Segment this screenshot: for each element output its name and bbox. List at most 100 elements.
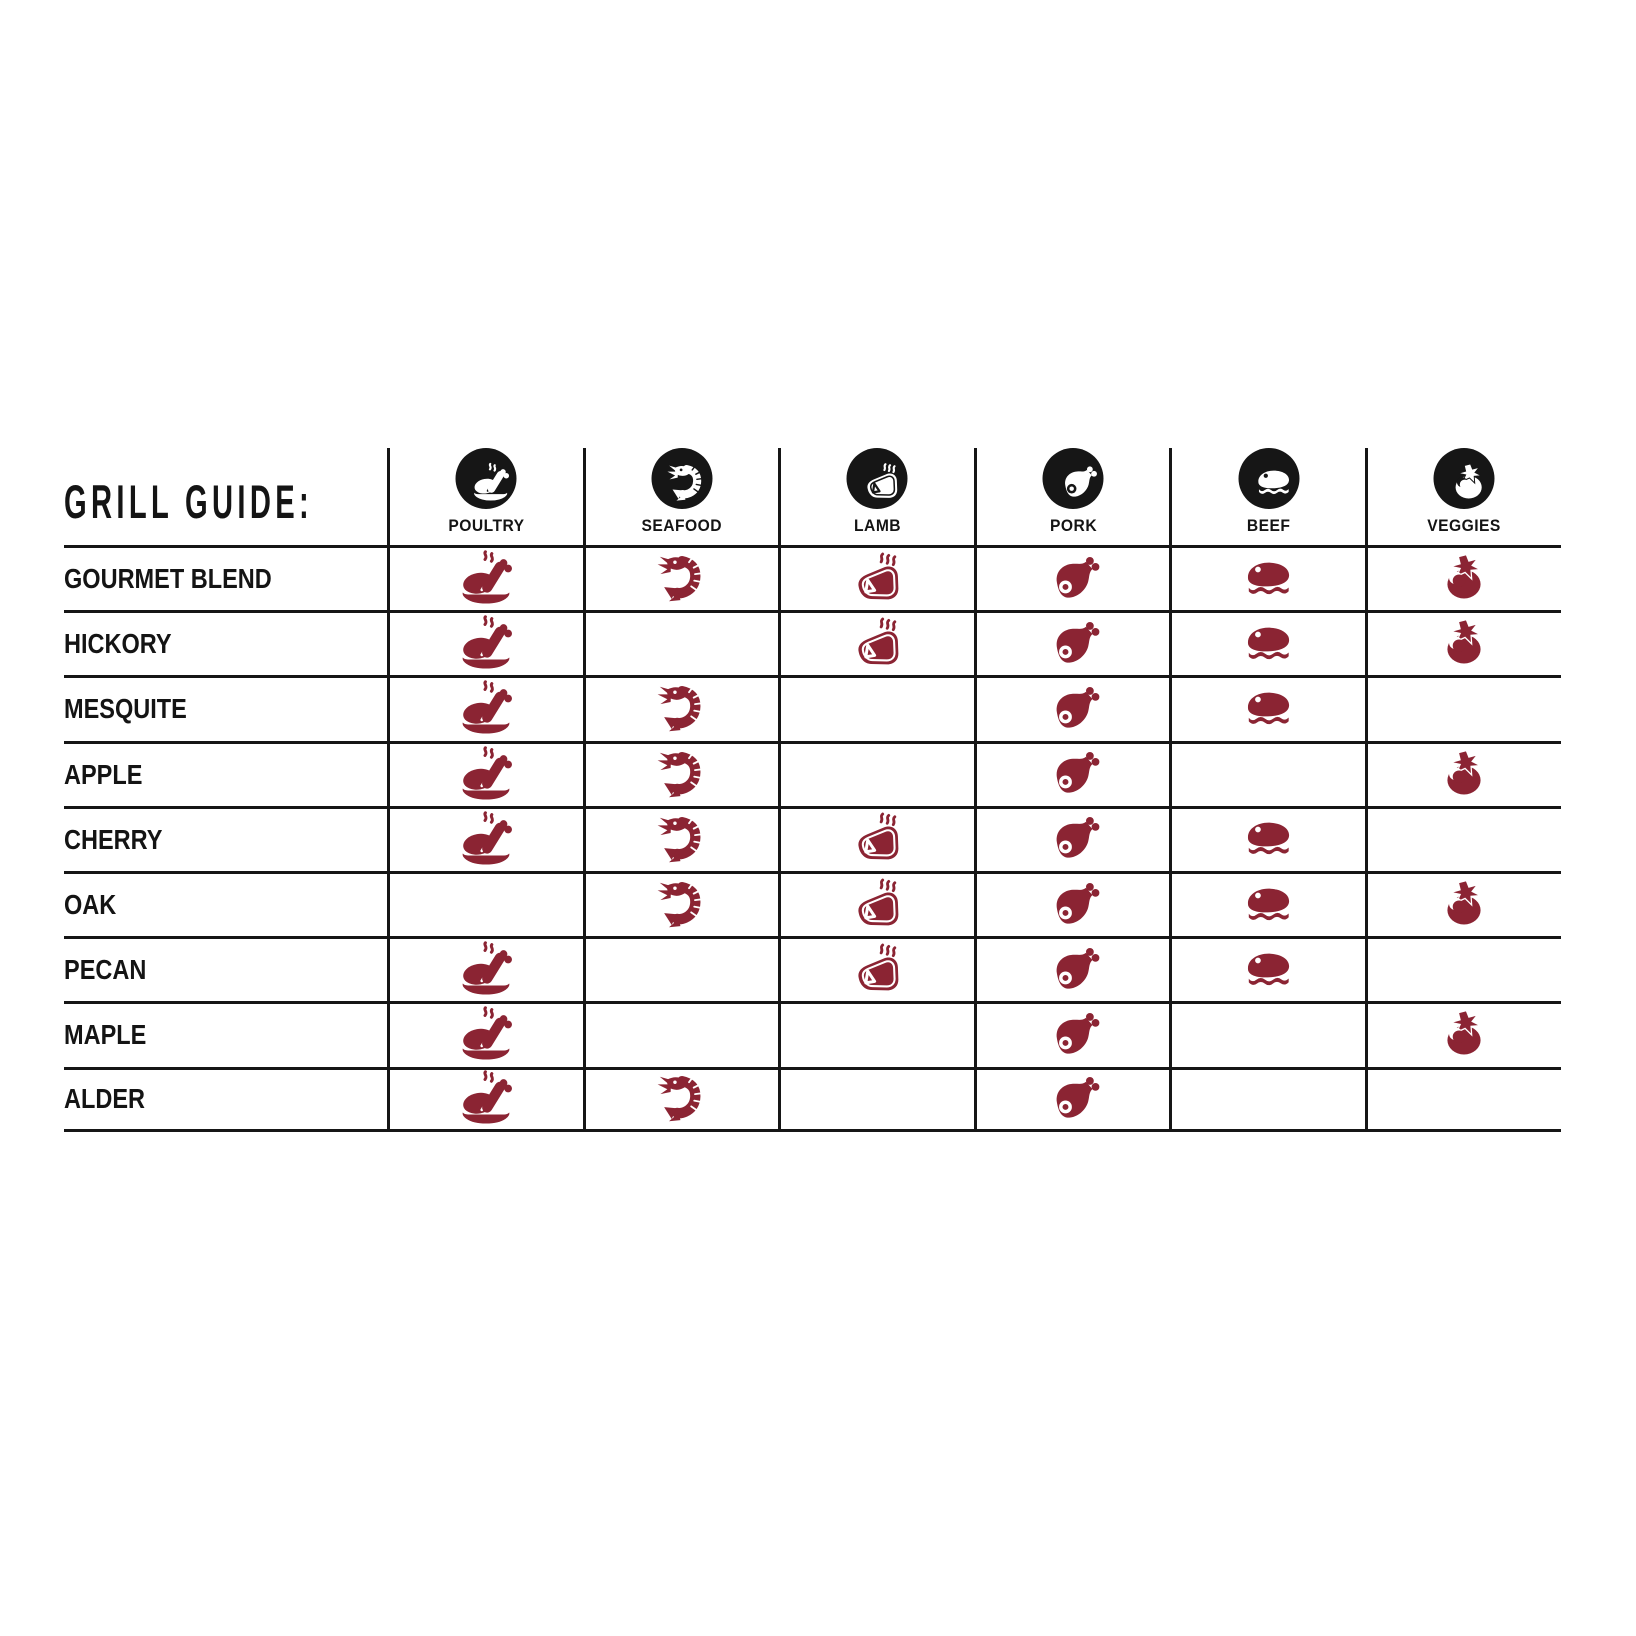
- row-label: APPLE: [64, 758, 143, 790]
- tomato-icon: [1438, 1009, 1490, 1061]
- cell-gourmet-blend-pork: [973, 545, 1170, 611]
- cell-maple-poultry: [387, 1001, 583, 1067]
- cell-apple-lamb: [778, 740, 974, 806]
- column-label: BEEF: [1246, 516, 1291, 535]
- grill-guide-table: GRILL GUIDE: POULTRY SEAFOOD LAMB PORK BEEF V…: [64, 448, 1561, 1132]
- row-label: PECAN: [64, 954, 147, 986]
- tomato-icon: [1438, 749, 1490, 801]
- title-cell: GRILL GUIDE:: [64, 448, 387, 545]
- cell-mesquite-seafood: [582, 675, 779, 741]
- column-label: VEGGIES: [1427, 516, 1502, 535]
- ham-icon: [1046, 943, 1101, 998]
- poultry-icon: [457, 550, 515, 608]
- row-label-cell: MESQUITE: [64, 675, 387, 740]
- cell-cherry-veggies: [1364, 805, 1561, 871]
- poultry-icon: [457, 746, 515, 804]
- column-header-pork: PORK: [973, 448, 1170, 545]
- cell-cherry-poultry: [387, 805, 583, 871]
- row-label: CHERRY: [64, 823, 163, 855]
- cell-hickory-veggies: [1364, 610, 1561, 676]
- row-label-cell: ALDER: [64, 1066, 387, 1132]
- tomato-icon: [1438, 553, 1490, 605]
- column-header-lamb: LAMB: [778, 448, 974, 545]
- column-label: SEAFOOD: [641, 516, 723, 535]
- lamb-chop-icon: [850, 943, 905, 998]
- cell-gourmet-blend-poultry: [387, 545, 583, 611]
- lamb-chop-icon: [850, 617, 905, 672]
- row-label: ALDER: [64, 1083, 146, 1115]
- row-label-cell: MAPLE: [64, 1001, 387, 1066]
- shrimp-icon: [656, 879, 708, 931]
- poultry-icon: [457, 941, 515, 999]
- poultry-icon: [457, 680, 515, 738]
- steak-icon: [1241, 812, 1296, 867]
- row-label: MESQUITE: [64, 693, 187, 725]
- cell-maple-pork: [973, 1001, 1170, 1067]
- cell-pecan-pork: [973, 936, 1170, 1002]
- steak-icon: [1241, 878, 1296, 933]
- page-title: GRILL GUIDE:: [64, 475, 314, 528]
- cell-cherry-seafood: [582, 805, 779, 871]
- ham-icon: [1046, 617, 1101, 672]
- cell-alder-seafood: [582, 1066, 779, 1132]
- cell-oak-seafood: [582, 870, 779, 937]
- steak-icon: [1241, 552, 1296, 607]
- cell-mesquite-veggies: [1364, 675, 1561, 741]
- row-label-cell: PECAN: [64, 936, 387, 1001]
- poultry-icon: [457, 1006, 515, 1064]
- cell-apple-pork: [973, 740, 1170, 806]
- cell-apple-poultry: [387, 740, 583, 806]
- shrimp-icon: [656, 1073, 708, 1125]
- column-header-veggies: VEGGIES: [1364, 448, 1561, 545]
- tomato-icon: [1438, 618, 1490, 670]
- shrimp-icon: [656, 814, 708, 866]
- column-header-seafood: SEAFOOD: [582, 448, 779, 545]
- row-label-cell: CHERRY: [64, 805, 387, 871]
- cell-mesquite-beef: [1169, 675, 1365, 741]
- cell-apple-veggies: [1364, 740, 1561, 806]
- column-header-poultry: POULTRY: [387, 448, 583, 545]
- cell-cherry-pork: [973, 805, 1170, 871]
- cell-alder-poultry: [387, 1066, 583, 1132]
- poultry-icon: [457, 615, 515, 673]
- cell-hickory-lamb: [778, 610, 974, 676]
- cell-apple-seafood: [582, 740, 779, 806]
- ham-icon: [1046, 1072, 1101, 1127]
- cell-oak-poultry: [387, 870, 583, 937]
- row-label: HICKORY: [64, 628, 172, 660]
- ham-icon: [1046, 552, 1101, 607]
- row-label: OAK: [64, 889, 117, 921]
- cell-hickory-poultry: [387, 610, 583, 676]
- cell-maple-beef: [1169, 1001, 1365, 1067]
- steak-icon: [1238, 448, 1300, 509]
- cell-oak-pork: [973, 870, 1170, 937]
- cell-oak-veggies: [1364, 870, 1561, 937]
- column-label: LAMB: [853, 516, 901, 535]
- steak-icon: [1241, 682, 1296, 737]
- cell-oak-beef: [1169, 870, 1365, 937]
- shrimp-icon: [656, 553, 708, 605]
- row-label-cell: HICKORY: [64, 610, 387, 675]
- cell-alder-pork: [973, 1066, 1170, 1132]
- column-header-beef: BEEF: [1169, 448, 1365, 545]
- cell-pecan-seafood: [582, 936, 779, 1002]
- shrimp-icon: [656, 683, 708, 735]
- ham-icon: [1046, 878, 1101, 933]
- cell-gourmet-blend-seafood: [582, 545, 779, 611]
- cell-cherry-beef: [1169, 805, 1365, 871]
- cell-maple-veggies: [1364, 1001, 1561, 1067]
- ham-icon: [1046, 682, 1101, 737]
- poultry-icon: [457, 811, 515, 869]
- cell-mesquite-poultry: [387, 675, 583, 741]
- shrimp-icon: [651, 448, 713, 509]
- cell-alder-lamb: [778, 1066, 974, 1132]
- cell-alder-beef: [1169, 1066, 1365, 1132]
- cell-hickory-seafood: [582, 610, 779, 676]
- row-label-cell: GOURMET BLEND: [64, 545, 387, 610]
- lamb-chop-icon: [850, 812, 905, 867]
- ham-icon: [1046, 747, 1101, 802]
- column-label: POULTRY: [448, 516, 525, 535]
- ham-icon: [1046, 1008, 1101, 1063]
- cell-apple-beef: [1169, 740, 1365, 806]
- cell-pecan-beef: [1169, 936, 1365, 1002]
